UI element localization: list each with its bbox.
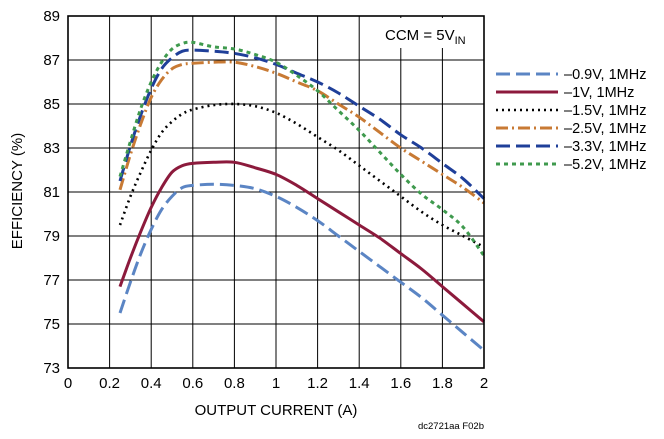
annotation-box — [378, 18, 480, 48]
legend-label: –1V, 1MHz — [564, 85, 634, 101]
series-line — [118, 160, 485, 323]
legend-label: –1.5V, 1MHz — [564, 103, 646, 119]
y-tick-label: 77 — [43, 272, 60, 289]
annotation-subscript: IN — [455, 35, 466, 47]
ccm-annotation: CCM = 5VIN — [378, 18, 480, 48]
x-tick-label: 0 — [64, 375, 72, 392]
series-line — [118, 182, 485, 352]
y-tick-label: 83 — [43, 140, 60, 157]
x-tick-label: 2 — [480, 375, 488, 392]
annotation-prefix: CCM = 5V — [385, 27, 455, 44]
y-tick-label: 79 — [43, 228, 60, 245]
y-tick-label: 73 — [43, 360, 60, 377]
annotation-text: CCM = 5VIN — [385, 27, 466, 47]
figure-credit: dc2721aa F02b — [418, 421, 484, 432]
x-tick-label: 1.6 — [390, 375, 411, 392]
x-tick-label: 1.4 — [349, 375, 370, 392]
series-lines — [118, 40, 486, 352]
series-line — [118, 48, 486, 200]
legend-label: –2.5V, 1MHz — [564, 121, 646, 137]
y-tick-label: 89 — [43, 8, 60, 25]
x-tick-label: 0.8 — [224, 375, 245, 392]
x-tick-labels: 0 0.2 0.4 0.6 0.8 1 1.2 1.4 1.6 1.8 2 — [64, 375, 488, 392]
x-tick-label: 1.8 — [432, 375, 453, 392]
plot-frame — [67, 15, 485, 369]
y-tick-label: 85 — [43, 96, 60, 113]
legend-label: –0.9V, 1MHz — [564, 67, 646, 83]
legend-label: –5.2V, 1MHz — [564, 157, 646, 173]
y-tick-labels: 73 75 77 79 81 83 85 87 89 — [43, 8, 60, 377]
y-tick-label: 87 — [43, 52, 60, 69]
y-tick-label: 81 — [43, 184, 60, 201]
x-tick-label: 1.2 — [307, 375, 328, 392]
series-line — [118, 60, 485, 205]
y-tick-label: 75 — [43, 316, 60, 333]
series-line — [118, 40, 486, 257]
x-tick-label: 1 — [272, 375, 280, 392]
x-tick-label: 0.4 — [141, 375, 162, 392]
legend-label: –3.3V, 1MHz — [564, 139, 646, 155]
legend: –0.9V, 1MHz –1V, 1MHz –1.5V, 1MHz –2.5V, 1M… — [496, 67, 646, 173]
series-line — [118, 102, 485, 249]
x-tick-label: 0.6 — [182, 375, 203, 392]
x-axis-title: OUTPUT CURRENT (A) — [195, 402, 358, 419]
x-tick-label: 0.2 — [99, 375, 120, 392]
y-axis-title: EFFICIENCY (%) — [9, 133, 26, 249]
